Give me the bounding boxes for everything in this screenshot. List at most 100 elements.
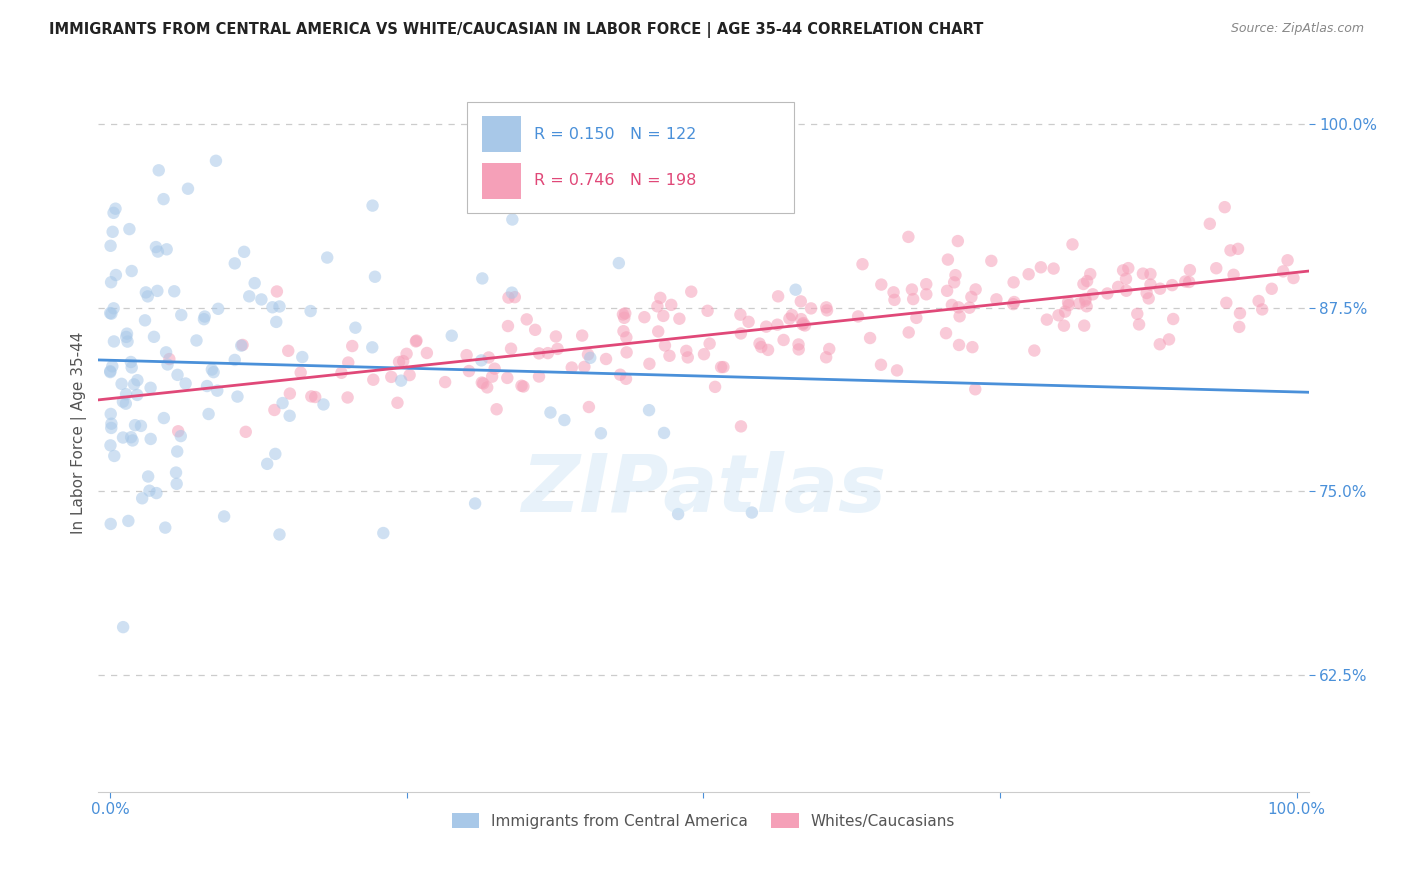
Point	[650, 291, 672, 305]
Point	[915, 277, 938, 292]
Point	[1002, 295, 1025, 310]
Text: IMMIGRANTS FROM CENTRAL AMERICA VS WHITE/CAUCASIAN IN LABOR FORCE | AGE 35-44 CO: IMMIGRANTS FROM CENTRAL AMERICA VS WHITE…	[49, 22, 984, 38]
Point	[1251, 302, 1274, 317]
Text: R = 0.150   N = 122: R = 0.150 N = 122	[534, 127, 696, 142]
Point	[498, 291, 520, 305]
Point	[1076, 299, 1098, 313]
Bar	[482, 163, 520, 199]
Point	[666, 507, 689, 521]
Point	[1115, 284, 1137, 298]
Point	[1215, 295, 1237, 310]
Point	[901, 292, 924, 306]
Point	[897, 230, 920, 244]
Point	[538, 405, 561, 419]
Point	[145, 240, 167, 254]
Point	[1126, 307, 1149, 321]
Point	[103, 206, 125, 220]
Point	[544, 329, 567, 343]
Point	[755, 319, 778, 334]
Point	[226, 390, 249, 404]
Point	[1081, 287, 1104, 301]
Point	[167, 424, 190, 438]
Point	[395, 347, 418, 361]
Point	[901, 283, 924, 297]
Point	[405, 334, 427, 348]
Point	[193, 312, 215, 326]
Point	[647, 299, 669, 313]
Point	[148, 163, 170, 178]
Point	[201, 362, 224, 376]
Point	[146, 244, 169, 259]
Point	[163, 285, 186, 299]
Point	[654, 338, 676, 352]
Point	[675, 343, 697, 358]
Point	[481, 369, 503, 384]
Point	[1282, 271, 1305, 285]
Point	[1161, 312, 1184, 326]
Point	[935, 326, 957, 341]
Point	[205, 153, 228, 168]
Point	[170, 429, 193, 443]
Point	[766, 289, 789, 303]
Point	[790, 312, 813, 326]
Point	[612, 324, 634, 338]
Point	[1097, 286, 1119, 301]
Point	[177, 182, 200, 196]
Point	[960, 290, 983, 304]
Point	[101, 359, 124, 374]
Point	[100, 421, 122, 435]
Point	[112, 620, 135, 634]
Point	[943, 276, 966, 290]
Point	[127, 388, 149, 402]
Point	[693, 347, 716, 361]
Point	[1116, 261, 1139, 276]
Point	[197, 407, 219, 421]
Point	[1057, 295, 1080, 310]
Point	[668, 311, 690, 326]
Point	[194, 310, 217, 324]
Point	[380, 370, 402, 384]
Point	[1002, 276, 1025, 290]
Point	[233, 244, 256, 259]
Point	[1073, 318, 1095, 333]
Point	[118, 222, 141, 236]
Point	[100, 516, 122, 531]
FancyBboxPatch shape	[467, 102, 794, 213]
Point	[139, 432, 162, 446]
Point	[312, 397, 335, 411]
Point	[231, 338, 253, 352]
Point	[434, 375, 457, 389]
Point	[212, 509, 235, 524]
Point	[464, 496, 486, 510]
Point	[1260, 282, 1282, 296]
Point	[405, 334, 427, 349]
Point	[941, 298, 963, 312]
Point	[135, 285, 157, 300]
Point	[202, 365, 225, 379]
Point	[1277, 253, 1299, 268]
Point	[124, 418, 146, 433]
Point	[1219, 244, 1241, 258]
Point	[456, 348, 478, 362]
Point	[787, 337, 810, 351]
Point	[870, 277, 893, 292]
Point	[846, 310, 869, 324]
Point	[579, 351, 602, 365]
Point	[713, 359, 735, 374]
Point	[387, 396, 409, 410]
Point	[330, 366, 353, 380]
Text: ZIPatlas: ZIPatlas	[522, 451, 886, 529]
Point	[962, 340, 984, 354]
Point	[1074, 293, 1097, 308]
Point	[103, 449, 125, 463]
Point	[1107, 280, 1129, 294]
Point	[1115, 271, 1137, 285]
Point	[749, 340, 772, 354]
Point	[98, 365, 121, 379]
Point	[571, 328, 593, 343]
Point	[516, 312, 538, 326]
Point	[772, 333, 794, 347]
Point	[574, 359, 596, 374]
Point	[681, 285, 703, 299]
Point	[607, 256, 630, 270]
